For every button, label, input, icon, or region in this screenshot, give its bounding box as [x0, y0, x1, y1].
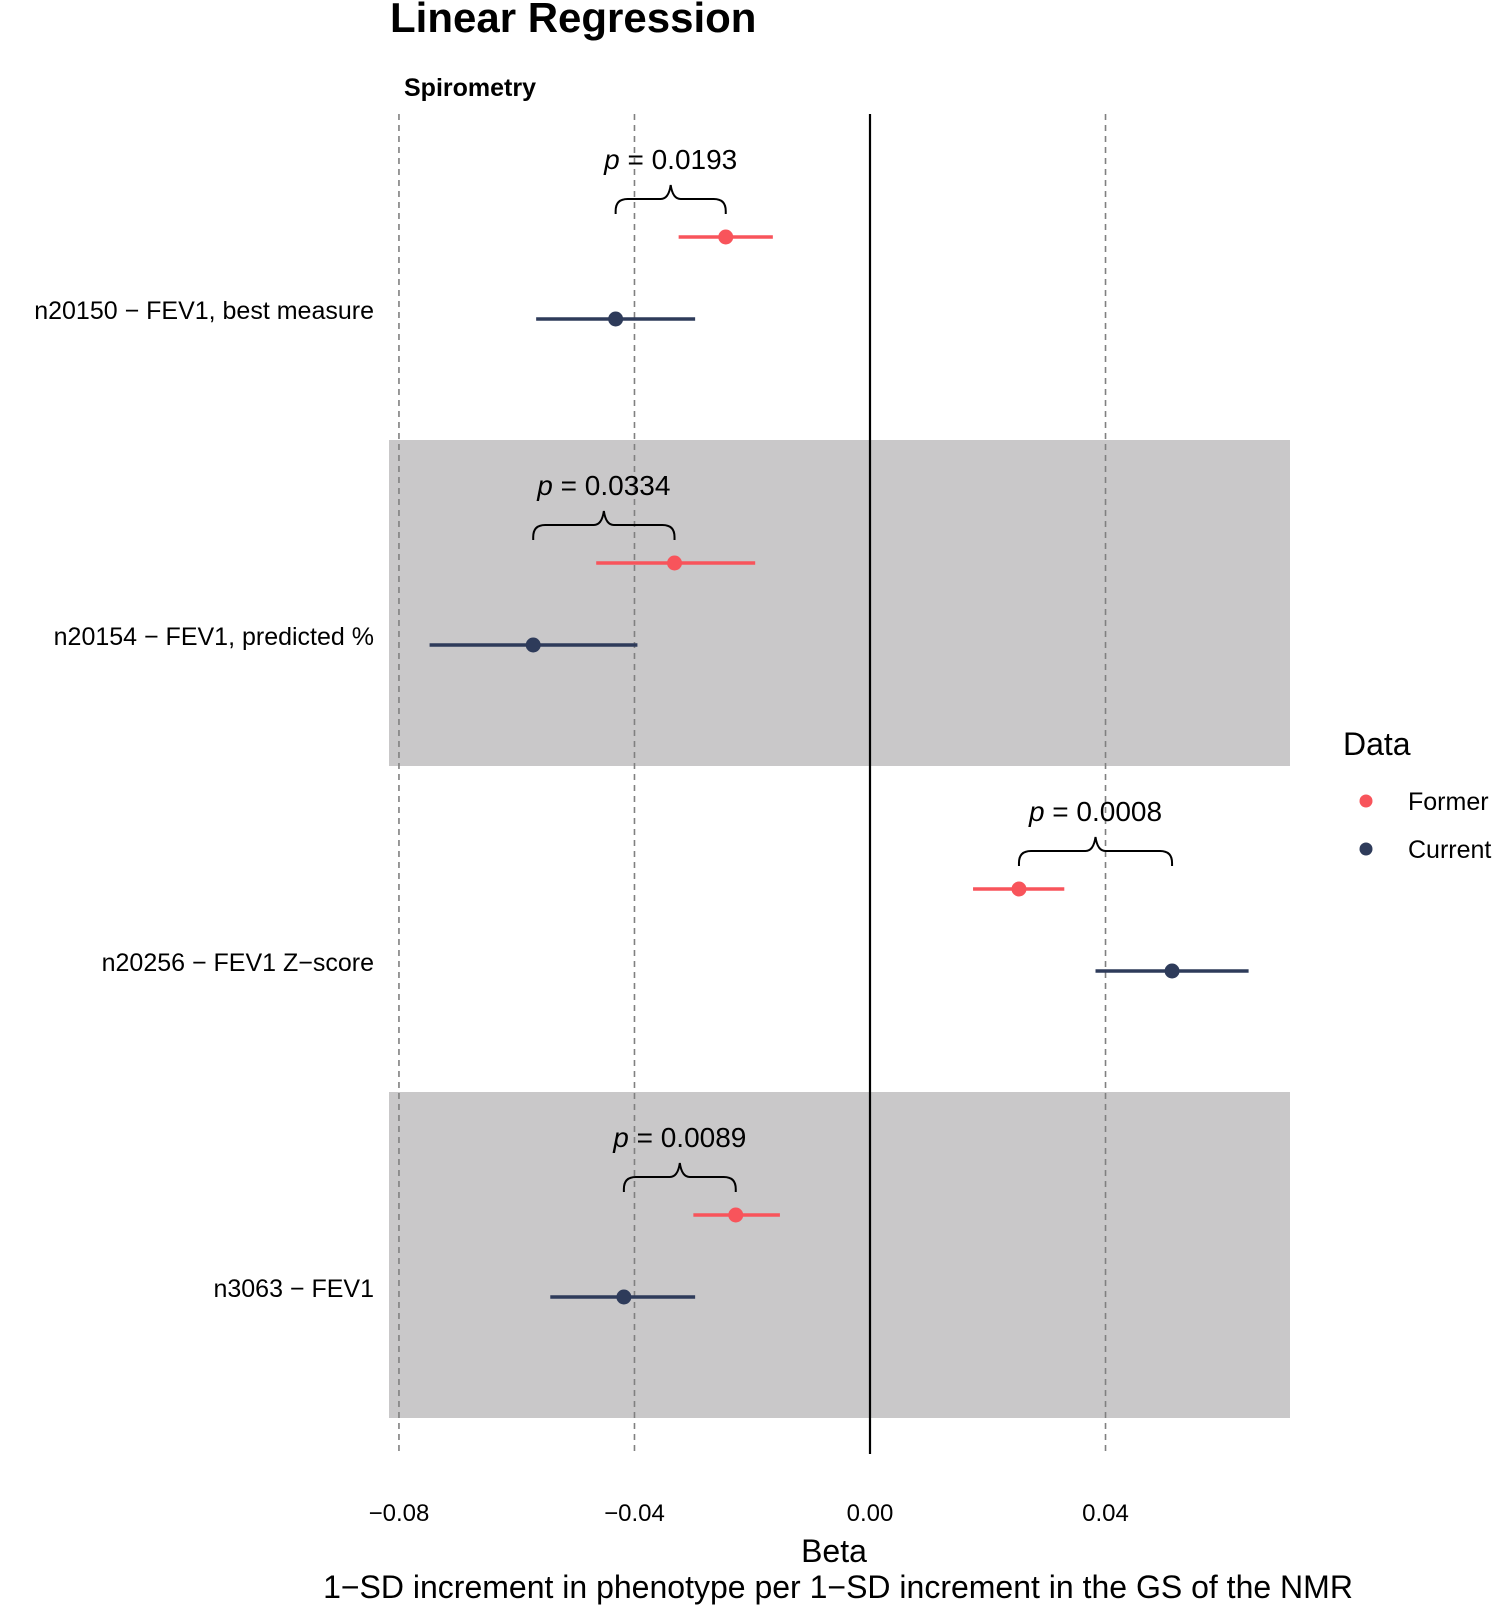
- category-label: n20150 − FEV1, best measure: [34, 297, 374, 325]
- legend-swatch: [1359, 842, 1373, 856]
- p-value-label: p = 0.0334: [536, 470, 670, 501]
- shaded-band: [389, 1092, 1290, 1418]
- p-brackets: p = 0.0193 p = 0.0334 p = 0.0008 p = 0.0089: [532, 144, 1174, 1192]
- former-point: [718, 229, 734, 245]
- gridlines: [398, 114, 1107, 1454]
- category-labels: n20150 − FEV1, best measure n20154 − FEV1…: [34, 297, 374, 1303]
- data-marks: [429, 229, 1249, 1305]
- legend-swatch: [1359, 794, 1373, 808]
- x-tick-label: −0.04: [604, 1500, 665, 1527]
- shaded-band: [389, 440, 1290, 766]
- p-bracket: [532, 510, 676, 540]
- current-point: [525, 637, 541, 653]
- former-point: [667, 555, 683, 571]
- p-bracket: [614, 184, 727, 214]
- category-label: n3063 − FEV1: [213, 1275, 374, 1303]
- x-tick-label: 0.04: [1082, 1500, 1129, 1527]
- former-point: [1011, 881, 1027, 897]
- chart-title: Linear Regression: [390, 0, 756, 41]
- current-point: [616, 1289, 632, 1305]
- former-point: [728, 1207, 744, 1223]
- p-value-label: p = 0.0193: [603, 144, 737, 175]
- legend: Data Former Current: [1343, 726, 1491, 864]
- p-value-label: p = 0.0089: [612, 1122, 746, 1153]
- shaded-bands: [389, 440, 1290, 1418]
- x-tick-label: −0.08: [369, 1500, 430, 1527]
- legend-label: Current: [1408, 836, 1491, 864]
- x-axis-title: Beta: [801, 1533, 867, 1569]
- p-value-label: p = 0.0008: [1028, 796, 1162, 827]
- category-label: n20256 − FEV1 Z−score: [102, 949, 374, 977]
- p-bracket: [1017, 836, 1174, 866]
- category-label: n20154 − FEV1, predicted %: [54, 623, 374, 651]
- p-bracket: [622, 1162, 737, 1192]
- legend-label: Former: [1408, 788, 1489, 816]
- current-point: [608, 311, 624, 327]
- current-point: [1164, 963, 1180, 979]
- facet-label: Spirometry: [404, 74, 536, 102]
- legend-title: Data: [1343, 726, 1411, 762]
- x-axis-subtitle: 1−SD increment in phenotype per 1−SD inc…: [323, 1569, 1353, 1605]
- x-tick-label: 0.00: [847, 1500, 894, 1527]
- x-axis-ticks: −0.08 −0.04 0.00 0.04: [369, 1500, 1129, 1527]
